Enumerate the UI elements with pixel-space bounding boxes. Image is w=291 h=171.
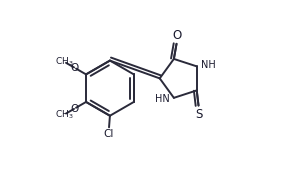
Text: CH$_3$: CH$_3$ bbox=[55, 56, 73, 68]
Text: Cl: Cl bbox=[104, 129, 114, 139]
Text: HN: HN bbox=[155, 94, 170, 104]
Text: CH$_3$: CH$_3$ bbox=[55, 108, 73, 121]
Text: NH: NH bbox=[201, 60, 215, 70]
Text: O: O bbox=[70, 63, 79, 73]
Text: O: O bbox=[172, 29, 181, 42]
Text: S: S bbox=[195, 108, 202, 121]
Text: O: O bbox=[70, 104, 79, 114]
